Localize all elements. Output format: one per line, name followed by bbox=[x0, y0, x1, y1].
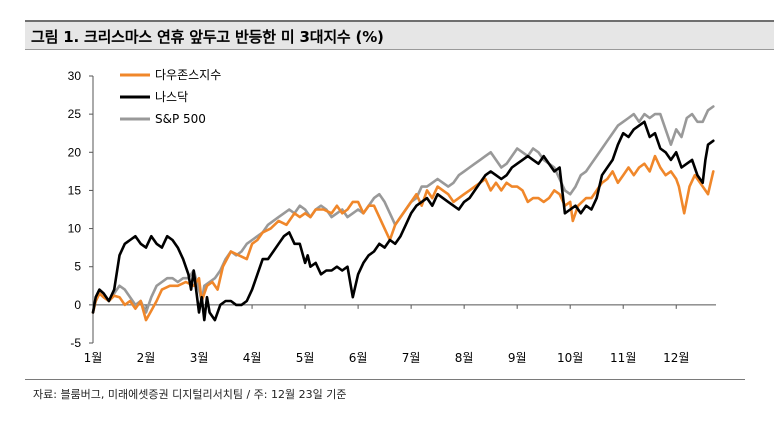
source-divider bbox=[25, 379, 745, 380]
x-tick-label: 12월 bbox=[663, 351, 689, 365]
y-tick-label: -5 bbox=[70, 336, 81, 350]
y-tick-label: 20 bbox=[68, 145, 82, 159]
x-tick-label: 5월 bbox=[296, 351, 315, 365]
x-tick-label: 2월 bbox=[137, 351, 156, 365]
y-tick-label: 25 bbox=[68, 107, 82, 121]
y-tick-label: 5 bbox=[74, 260, 81, 274]
x-tick-label: 9월 bbox=[508, 351, 527, 365]
series-line-0 bbox=[91, 154, 715, 322]
x-tick-label: 11월 bbox=[610, 351, 636, 365]
x-tick-label: 1월 bbox=[84, 351, 103, 365]
x-tick-label: 10월 bbox=[557, 351, 583, 365]
y-tick-label: 15 bbox=[68, 183, 82, 197]
x-tick-label: 6월 bbox=[349, 351, 368, 365]
figure-title: 그림 1. 크리스마스 연휴 앞두고 반등한 미 3대지수 (%) bbox=[31, 28, 384, 46]
x-tick-label: 8월 bbox=[455, 351, 474, 365]
figure-title-bar: 그림 1. 크리스마스 연휴 앞두고 반등한 미 3대지수 (%) bbox=[25, 20, 774, 50]
y-tick-label: 30 bbox=[68, 69, 82, 83]
source-note: 자료: 블룸버그, 미래에셋증권 디지털리서치팀 / 주: 12월 23일 기준 bbox=[33, 388, 347, 401]
legend-label: 나스닥 bbox=[155, 90, 188, 104]
x-tick-label: 4월 bbox=[243, 351, 262, 365]
line-chart: -5 0 5 10 15 20 25 30 1월 2월 3월 4월 5월 6월 7월 8월 9월 10월 11월 12… bbox=[68, 68, 716, 365]
legend-label: 다우존스지수 bbox=[155, 68, 221, 82]
legend-label: S&P 500 bbox=[155, 112, 206, 126]
x-tick-label: 3월 bbox=[190, 351, 209, 365]
y-tick-label: 0 bbox=[74, 298, 81, 312]
y-tick-label: 10 bbox=[68, 222, 82, 236]
series-line-1 bbox=[91, 120, 715, 322]
x-tick-label: 7월 bbox=[402, 351, 421, 365]
